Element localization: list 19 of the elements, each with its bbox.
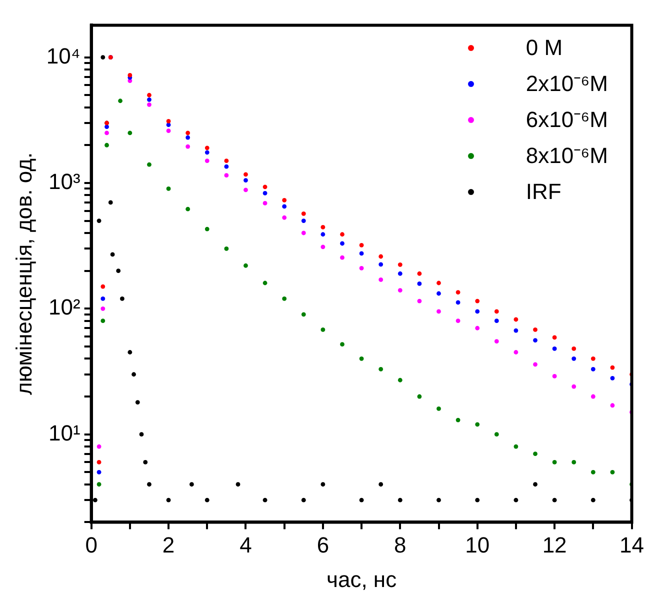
legend-label: 8x10⁻⁶M [526,142,608,170]
legend-label: 0 M [526,34,563,62]
x-tick-label: 8 [394,532,406,558]
x-axis-title: час, нс [326,566,397,592]
y-axis-title: люмінесценція, дов. од. [11,152,36,395]
x-tick-label: 4 [240,532,252,558]
legend-label: IRF [526,178,562,206]
y-tick-label: 10² [48,294,80,320]
x-tick-label: 10 [465,532,490,558]
y-tick-label: 10¹ [48,420,80,446]
x-tick-label: 2 [162,532,175,558]
x-tick-label: 12 [542,532,567,558]
y-tick-label: 10⁴ [46,43,80,68]
y-tick-label: 10³ [48,169,80,194]
x-tick-label: 14 [620,532,644,558]
x-tick-label: 6 [316,532,330,558]
legend-label: 2x10⁻⁶M [526,70,608,98]
legend-label: 6x10⁻⁶M [526,106,608,134]
x-tick-label: 0 [85,532,98,558]
